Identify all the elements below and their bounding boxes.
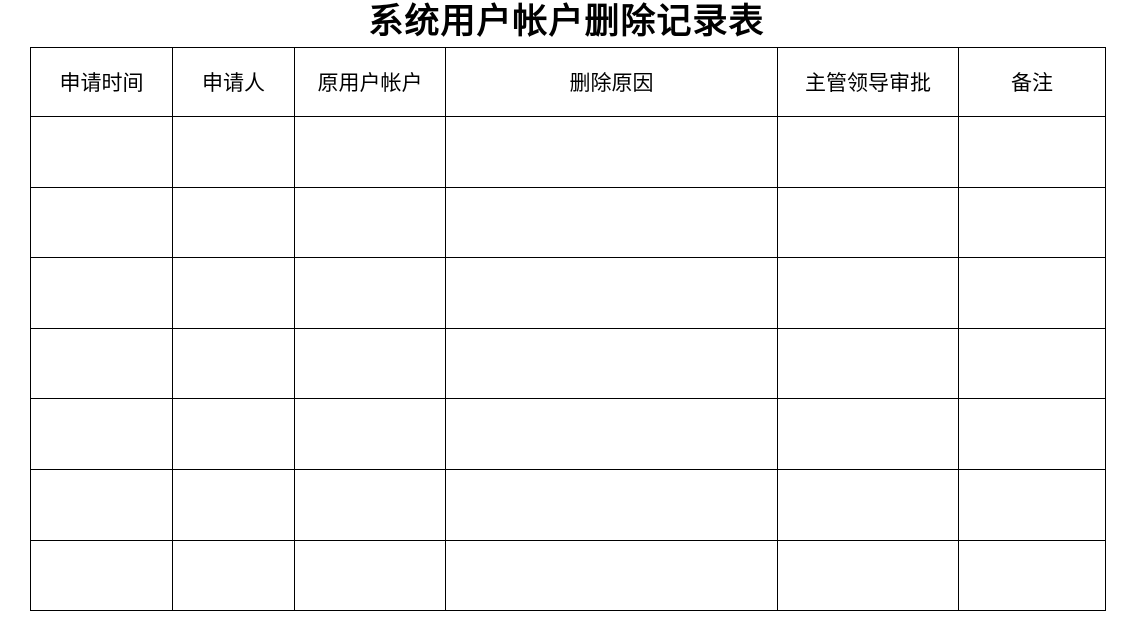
cell-remarks[interactable] [958, 327, 1106, 400]
cell-supervisor-approval[interactable] [777, 186, 959, 259]
header-remarks: 备注 [958, 47, 1106, 117]
cell-applicant[interactable] [172, 327, 295, 400]
cell-deletion-reason[interactable] [445, 186, 778, 259]
cell-supervisor-approval[interactable] [777, 116, 959, 188]
cell-deletion-reason[interactable] [445, 468, 778, 541]
cell-applicant[interactable] [172, 186, 295, 259]
table-row [30, 398, 1106, 470]
cell-apply-time[interactable] [30, 539, 173, 612]
cell-apply-time[interactable] [30, 257, 173, 329]
cell-remarks[interactable] [958, 186, 1106, 259]
cell-original-account[interactable] [294, 186, 446, 259]
cell-supervisor-approval[interactable] [777, 539, 959, 612]
cell-deletion-reason[interactable] [445, 116, 778, 188]
table-row [30, 539, 1106, 612]
table-row [30, 186, 1106, 259]
cell-deletion-reason[interactable] [445, 539, 778, 612]
table-row [30, 468, 1106, 541]
table-row [30, 257, 1106, 329]
cell-applicant[interactable] [172, 539, 295, 612]
cell-supervisor-approval[interactable] [777, 398, 959, 470]
cell-applicant[interactable] [172, 468, 295, 541]
cell-deletion-reason[interactable] [445, 327, 778, 400]
deletion-record-table: 申请时间 申请人 原用户帐户 删除原因 主管领导审批 备注 [30, 47, 1106, 612]
cell-original-account[interactable] [294, 398, 446, 470]
cell-apply-time[interactable] [30, 398, 173, 470]
cell-apply-time[interactable] [30, 116, 173, 188]
cell-original-account[interactable] [294, 327, 446, 400]
cell-original-account[interactable] [294, 257, 446, 329]
table-row [30, 116, 1106, 188]
header-deletion-reason: 删除原因 [445, 47, 778, 117]
cell-remarks[interactable] [958, 539, 1106, 612]
header-row: 申请时间 申请人 原用户帐户 删除原因 主管领导审批 备注 [30, 47, 1106, 117]
cell-applicant[interactable] [172, 116, 295, 188]
cell-supervisor-approval[interactable] [777, 327, 959, 400]
cell-apply-time[interactable] [30, 468, 173, 541]
cell-supervisor-approval[interactable] [777, 257, 959, 329]
cell-deletion-reason[interactable] [445, 257, 778, 329]
cell-remarks[interactable] [958, 257, 1106, 329]
cell-remarks[interactable] [958, 398, 1106, 470]
cell-original-account[interactable] [294, 468, 446, 541]
cell-apply-time[interactable] [30, 186, 173, 259]
cell-remarks[interactable] [958, 468, 1106, 541]
cell-original-account[interactable] [294, 539, 446, 612]
cell-remarks[interactable] [958, 116, 1106, 188]
table-row [30, 327, 1106, 400]
page-title: 系统用户帐户删除记录表 [368, 1, 765, 42]
cell-apply-time[interactable] [30, 327, 173, 400]
header-apply-time: 申请时间 [30, 47, 173, 117]
cell-supervisor-approval[interactable] [777, 468, 959, 541]
cell-original-account[interactable] [294, 116, 446, 188]
cell-applicant[interactable] [172, 257, 295, 329]
header-applicant: 申请人 [172, 47, 295, 117]
header-original-account: 原用户帐户 [294, 47, 446, 117]
cell-applicant[interactable] [172, 398, 295, 470]
header-supervisor-approval: 主管领导审批 [777, 47, 959, 117]
cell-deletion-reason[interactable] [445, 398, 778, 470]
